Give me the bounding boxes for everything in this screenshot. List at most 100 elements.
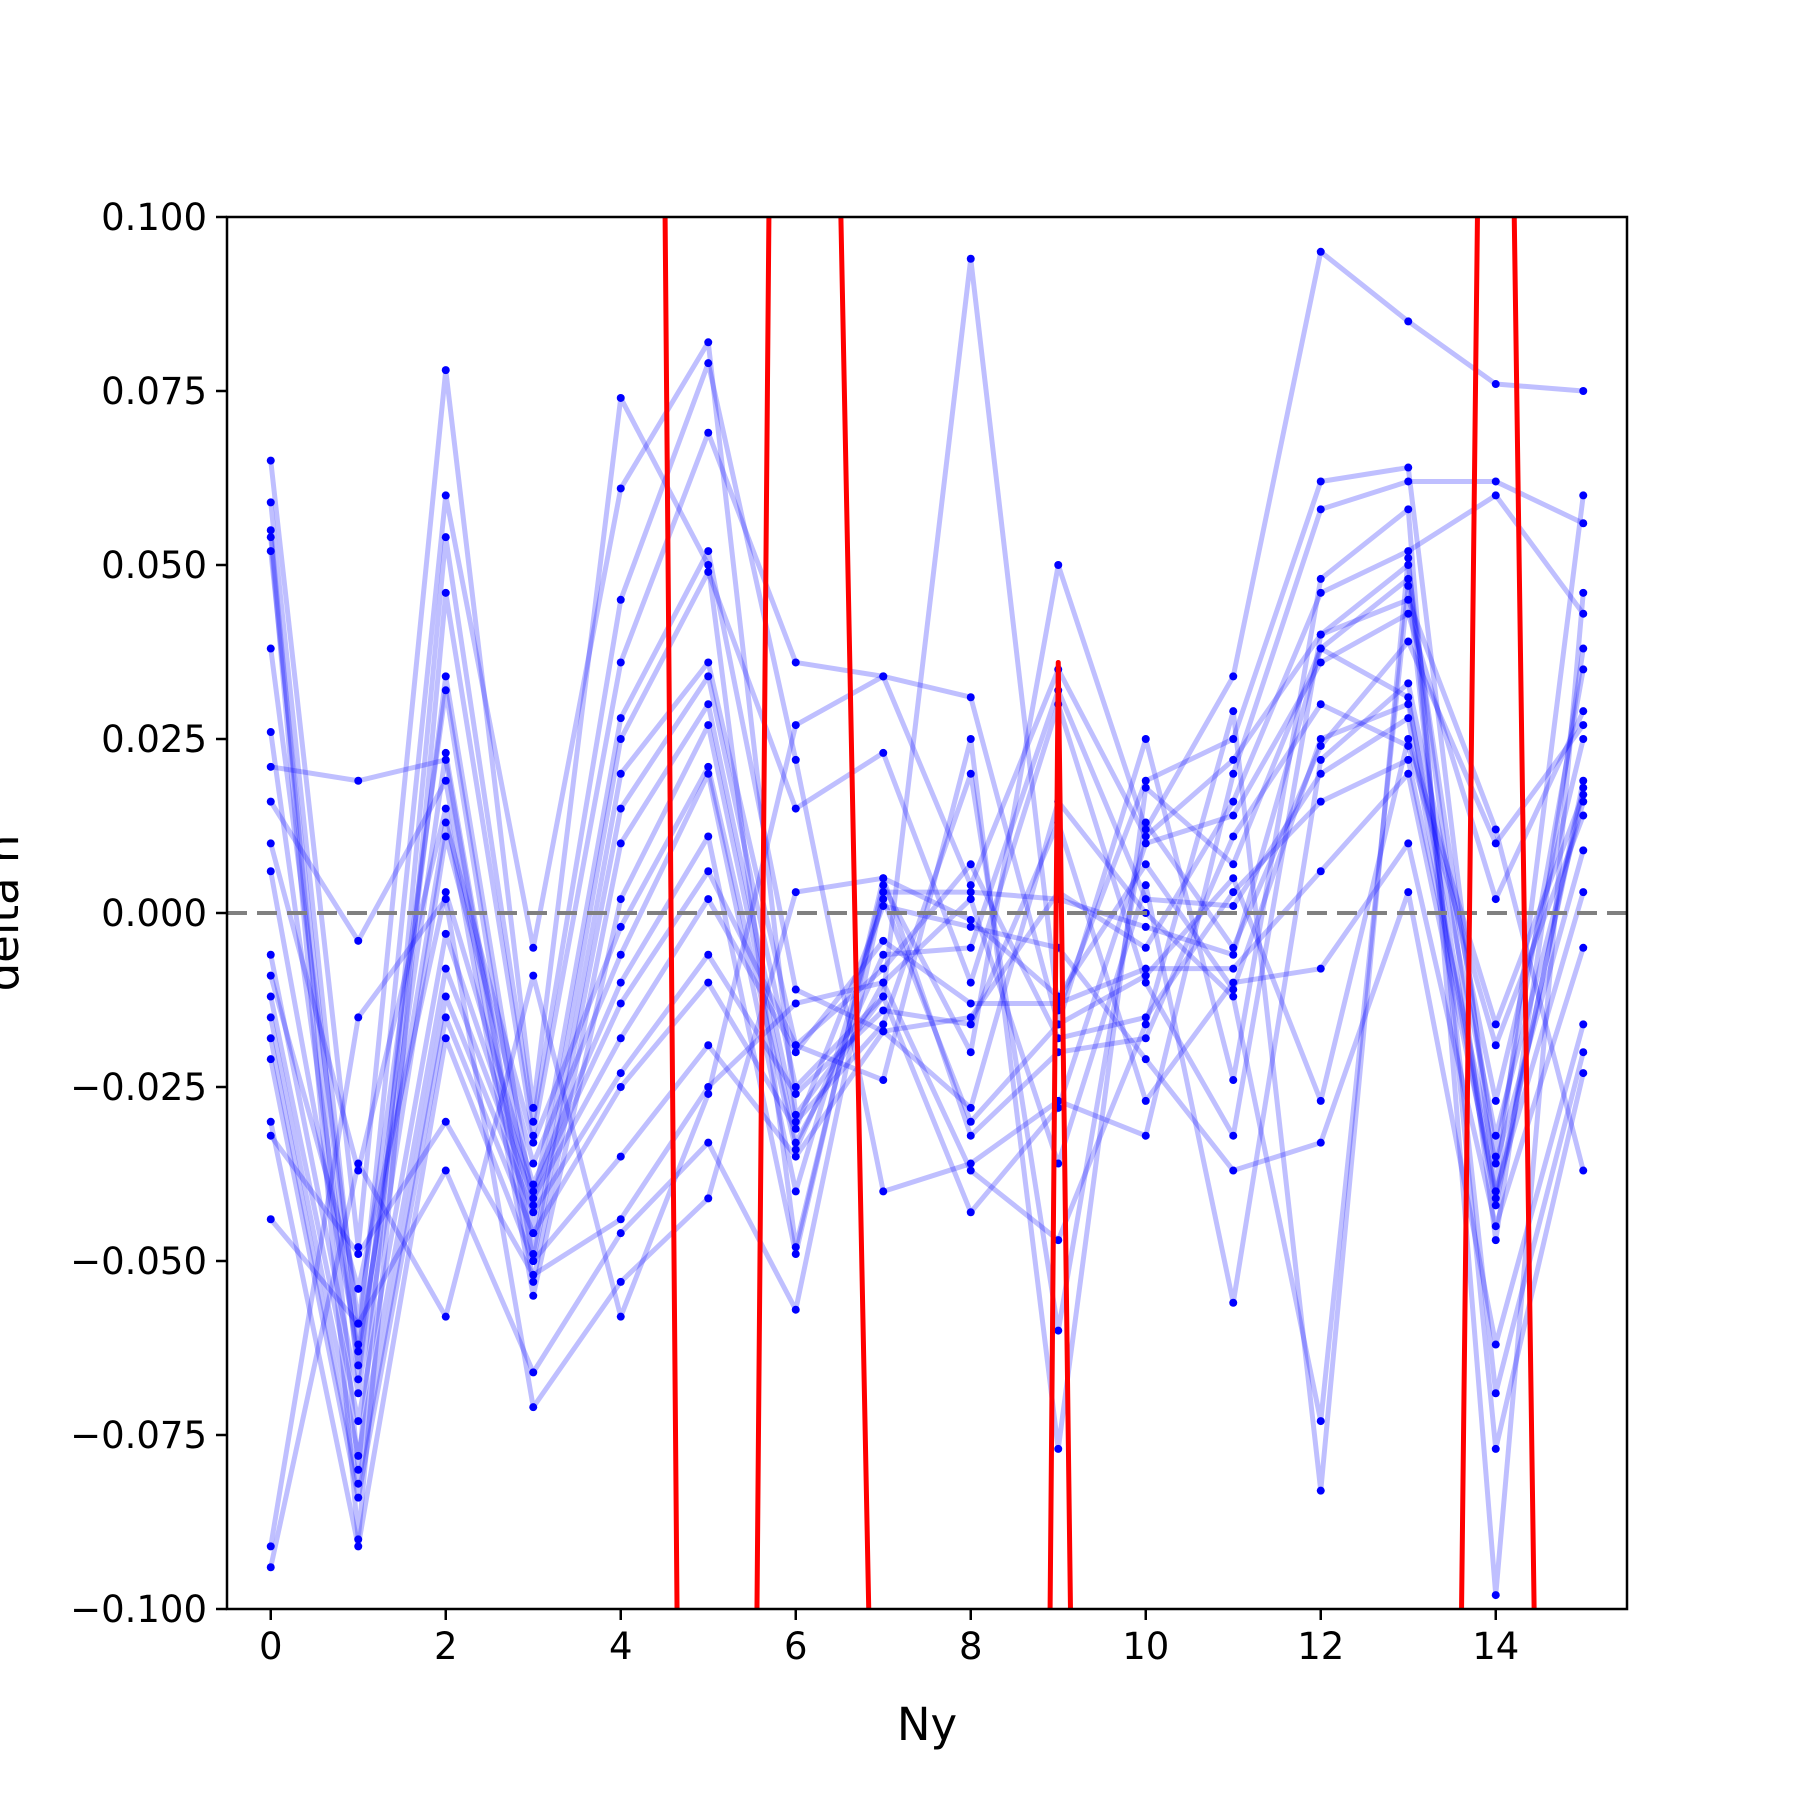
data-point bbox=[529, 943, 538, 952]
series-line bbox=[268, 687, 1586, 1354]
data-point bbox=[704, 762, 713, 771]
data-point bbox=[791, 1110, 800, 1119]
data-point bbox=[791, 1117, 800, 1126]
data-point bbox=[1579, 707, 1588, 716]
data-point bbox=[441, 491, 450, 500]
data-point bbox=[704, 769, 713, 778]
data-point bbox=[1579, 491, 1588, 500]
data-point bbox=[266, 762, 275, 771]
data-point bbox=[966, 1131, 975, 1140]
data-point bbox=[1316, 797, 1325, 806]
data-point bbox=[529, 1291, 538, 1300]
data-point bbox=[1579, 387, 1588, 395]
data-point bbox=[1229, 964, 1238, 973]
data-point bbox=[616, 658, 625, 667]
data-point bbox=[966, 1166, 975, 1175]
data-point bbox=[1316, 644, 1325, 653]
series-layer bbox=[268, 249, 1586, 1598]
data-point bbox=[441, 818, 450, 827]
data-point bbox=[1316, 630, 1325, 639]
data-point bbox=[1229, 978, 1238, 987]
data-point bbox=[791, 721, 800, 730]
y-tick-label: −0.075 bbox=[70, 1414, 207, 1457]
data-point bbox=[1404, 463, 1413, 472]
data-point bbox=[966, 888, 975, 897]
series-line bbox=[268, 889, 1586, 1501]
data-point bbox=[529, 1257, 538, 1265]
data-point bbox=[1141, 943, 1150, 952]
data-point bbox=[1491, 1222, 1500, 1231]
data-point bbox=[704, 895, 713, 904]
x-tick-label: 8 bbox=[959, 1625, 983, 1668]
data-point bbox=[879, 1027, 888, 1036]
data-point bbox=[1404, 561, 1413, 569]
data-point bbox=[1141, 895, 1150, 904]
data-point bbox=[1579, 1048, 1588, 1057]
data-point bbox=[704, 1083, 713, 1091]
data-point bbox=[616, 999, 625, 1008]
data-point bbox=[1404, 714, 1413, 723]
series-line bbox=[268, 820, 1586, 1487]
data-point bbox=[1404, 505, 1413, 514]
x-tick-label: 2 bbox=[434, 1625, 458, 1668]
data-point bbox=[266, 797, 275, 806]
data-point bbox=[441, 929, 450, 938]
data-point bbox=[791, 755, 800, 764]
data-point bbox=[1316, 1138, 1325, 1147]
data-point bbox=[1491, 1444, 1500, 1453]
y-tick-label: −0.100 bbox=[70, 1588, 207, 1631]
data-point bbox=[1316, 658, 1325, 667]
data-point bbox=[879, 874, 888, 883]
data-point bbox=[616, 1152, 625, 1161]
data-point bbox=[1141, 783, 1150, 792]
data-point bbox=[266, 547, 275, 556]
series-line bbox=[268, 736, 1586, 1396]
data-point bbox=[1316, 477, 1325, 486]
series-line bbox=[268, 576, 1586, 1452]
data-point bbox=[1491, 839, 1500, 848]
data-point bbox=[1404, 477, 1413, 486]
x-tick-label: 0 bbox=[259, 1625, 283, 1668]
x-axis: 0 2 4 6 8 10 12 14 bbox=[259, 1609, 1519, 1668]
data-point bbox=[354, 1319, 363, 1328]
data-point bbox=[966, 881, 975, 890]
data-point bbox=[1229, 672, 1238, 681]
series-line bbox=[268, 771, 1586, 1459]
data-point bbox=[441, 804, 450, 813]
data-point bbox=[791, 985, 800, 994]
data-point bbox=[266, 644, 275, 653]
data-point bbox=[529, 1208, 538, 1217]
y-tick-label: 0.050 bbox=[101, 544, 207, 587]
data-point bbox=[529, 1403, 538, 1412]
data-point bbox=[791, 999, 800, 1008]
data-point bbox=[1404, 595, 1413, 604]
data-point bbox=[616, 1215, 625, 1224]
x-tick-label: 4 bbox=[609, 1625, 633, 1668]
data-point bbox=[616, 895, 625, 904]
data-point bbox=[791, 1048, 800, 1057]
data-point bbox=[1141, 1096, 1150, 1105]
data-point bbox=[791, 1138, 800, 1147]
data-point bbox=[1141, 1020, 1150, 1029]
data-point bbox=[1141, 978, 1150, 987]
data-point bbox=[1229, 769, 1238, 778]
series-line bbox=[270, 611, 1586, 1264]
data-point bbox=[1579, 888, 1588, 897]
data-point bbox=[441, 588, 450, 597]
data-point bbox=[1579, 797, 1588, 806]
data-point bbox=[441, 1034, 450, 1043]
data-point bbox=[966, 1013, 975, 1022]
data-point bbox=[1491, 1201, 1500, 1210]
data-point bbox=[791, 1250, 800, 1259]
series-line bbox=[268, 430, 1586, 1598]
data-point bbox=[529, 1201, 538, 1210]
data-point bbox=[266, 950, 275, 959]
data-point bbox=[354, 1013, 363, 1022]
data-point bbox=[1404, 679, 1413, 688]
data-point bbox=[1229, 1131, 1238, 1140]
data-point bbox=[616, 978, 625, 987]
data-point bbox=[704, 561, 713, 569]
data-point bbox=[266, 1034, 275, 1043]
data-point bbox=[354, 1542, 363, 1551]
